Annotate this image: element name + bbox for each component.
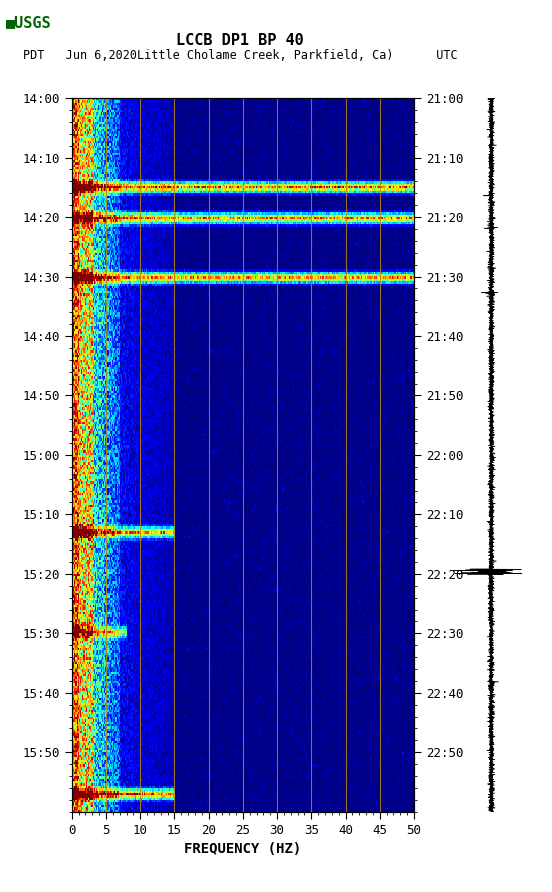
Text: LCCB DP1 BP 40: LCCB DP1 BP 40 [176, 33, 304, 47]
X-axis label: FREQUENCY (HZ): FREQUENCY (HZ) [184, 842, 301, 856]
Text: PDT   Jun 6,2020Little Cholame Creek, Parkfield, Ca)      UTC: PDT Jun 6,2020Little Cholame Creek, Park… [23, 49, 458, 62]
Text: ■USGS: ■USGS [6, 15, 51, 29]
